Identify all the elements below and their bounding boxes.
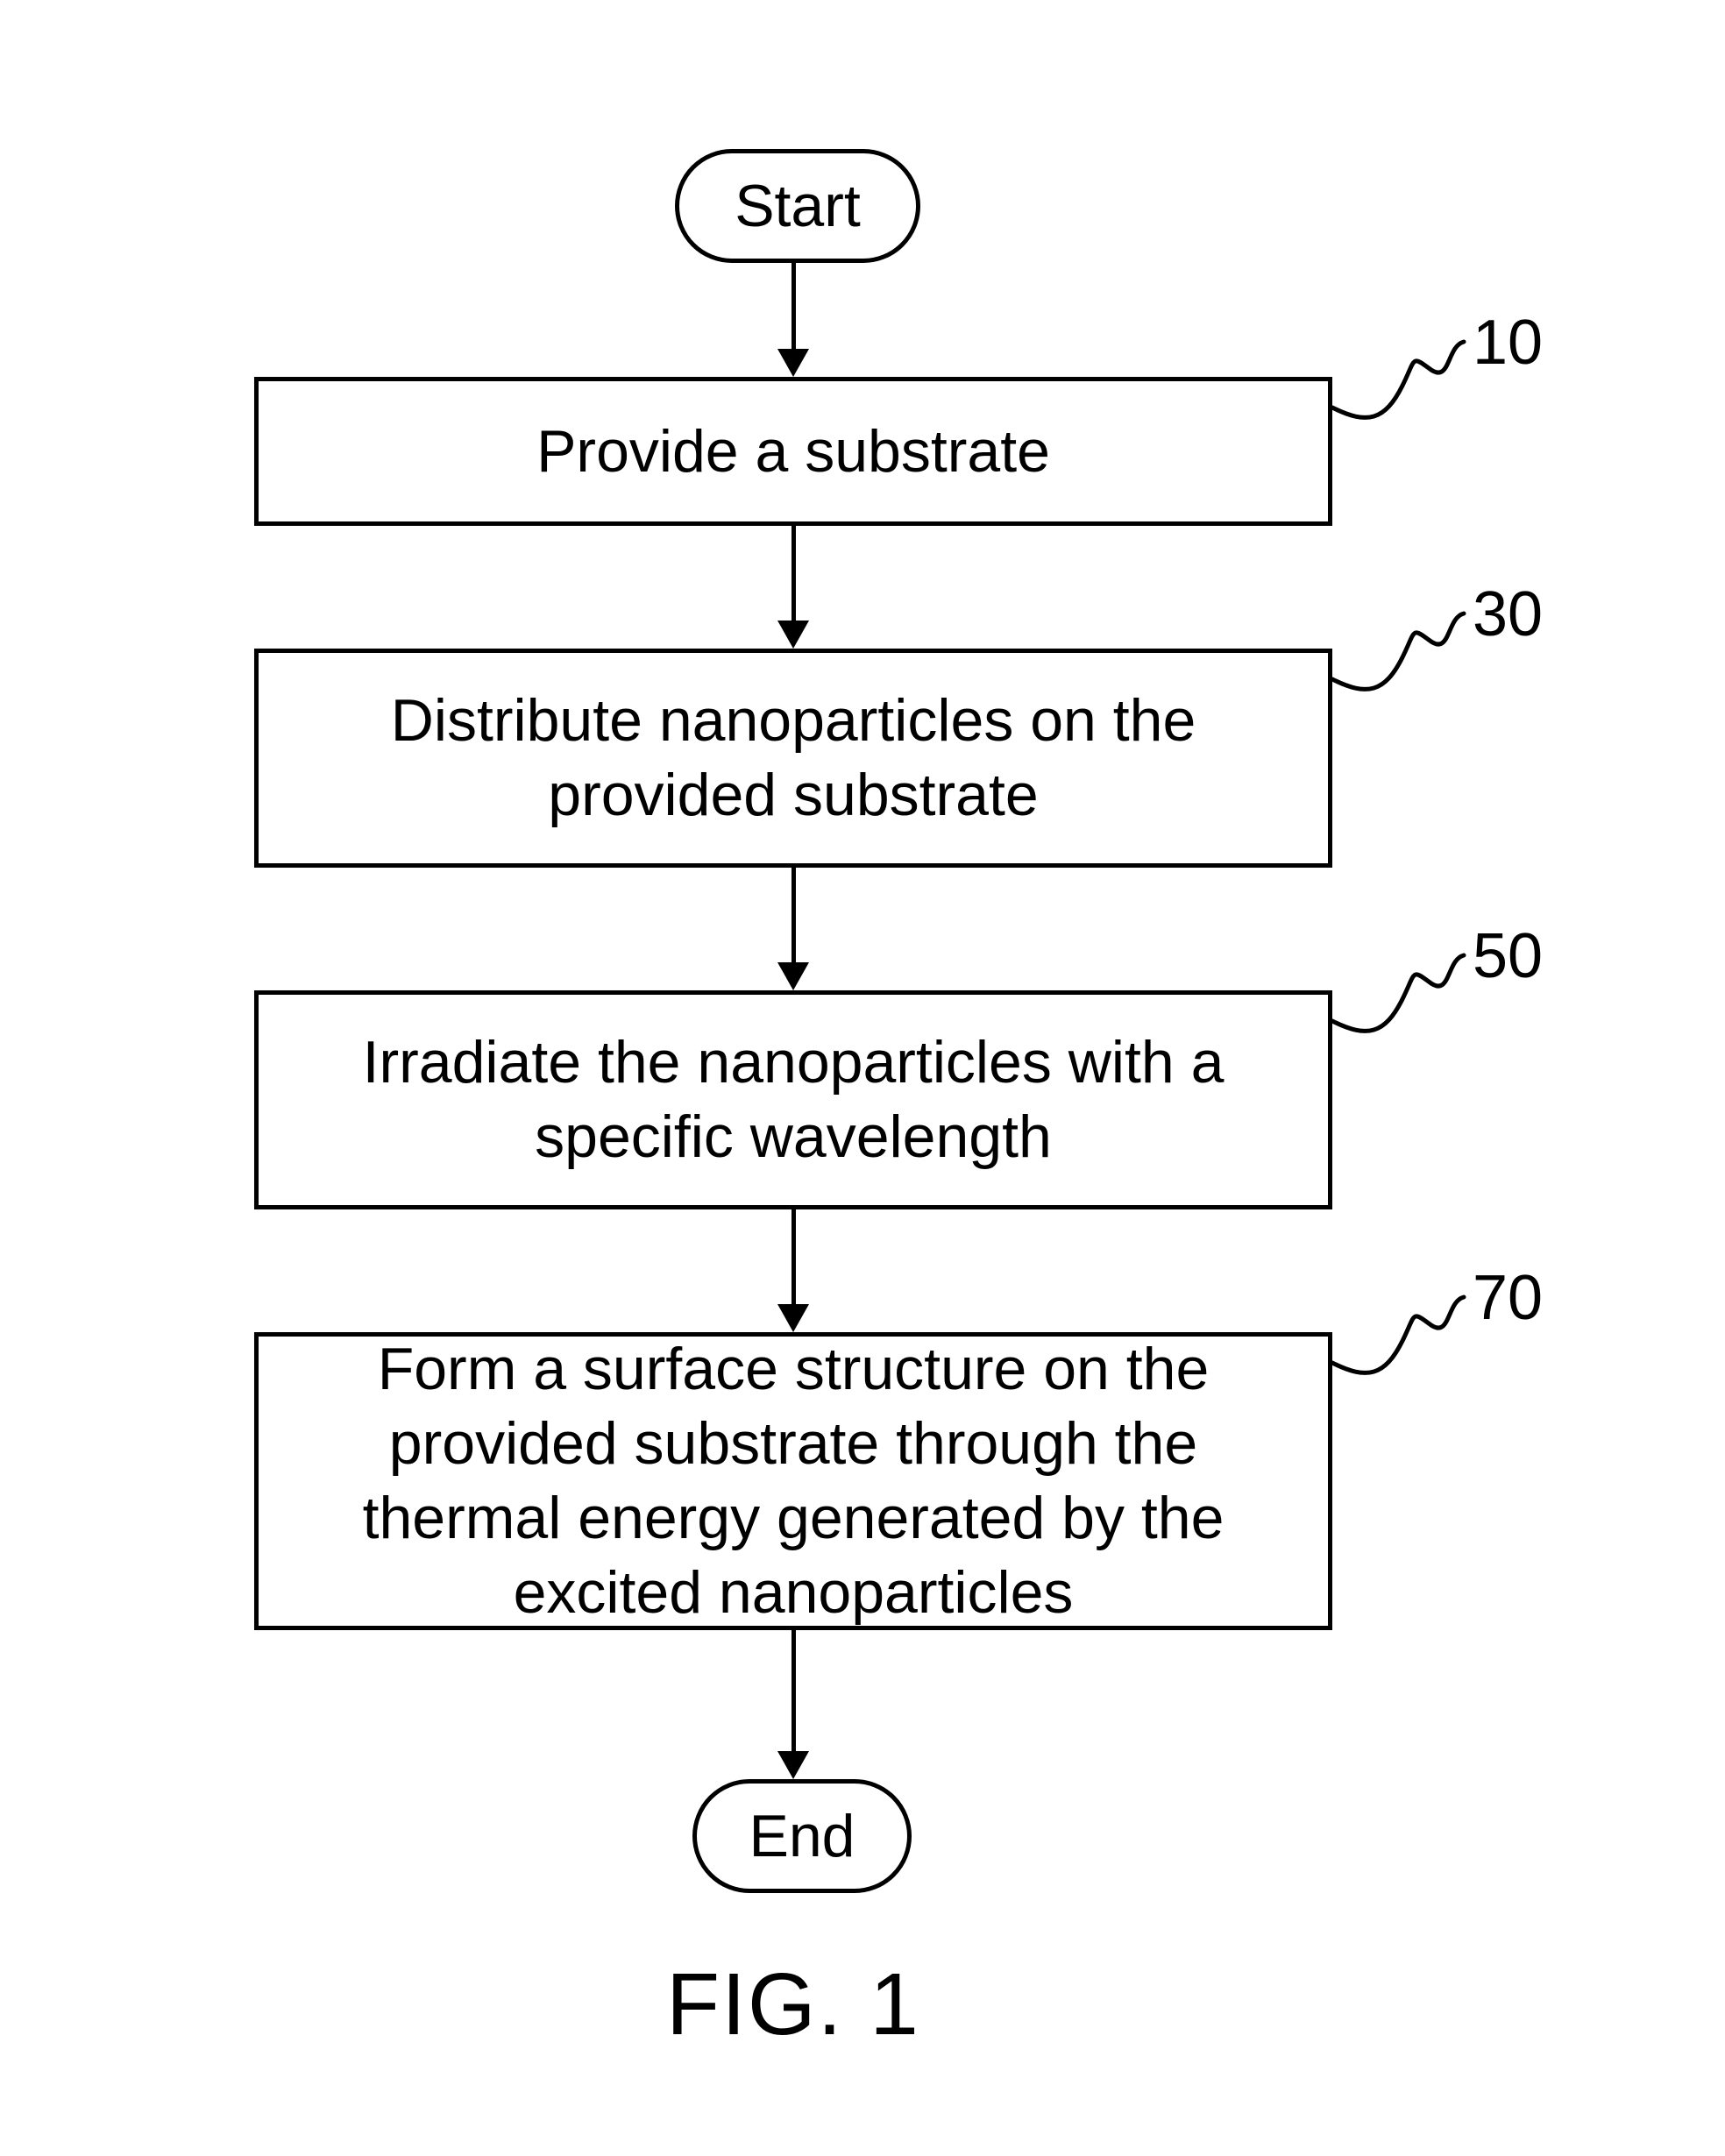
arrow-5-head xyxy=(777,1751,809,1779)
process-step-50-text: Irradiate the nanoparticles with a speci… xyxy=(294,1025,1293,1174)
arrow-3 xyxy=(792,868,796,964)
figure-caption: FIG. 1 xyxy=(666,1954,920,2055)
arrow-2 xyxy=(792,526,796,622)
process-step-70-text: Form a surface structure on the provided… xyxy=(294,1332,1293,1630)
arrow-4 xyxy=(792,1209,796,1306)
arrow-4-head xyxy=(777,1304,809,1332)
arrow-5 xyxy=(792,1630,796,1753)
arrow-3-head xyxy=(777,962,809,990)
leader-70 xyxy=(1324,1288,1473,1385)
process-step-30-text: Distribute nanoparticles on the provided… xyxy=(294,684,1293,833)
ref-label-70: 70 xyxy=(1473,1262,1543,1334)
arrow-1-head xyxy=(777,349,809,377)
ref-label-30: 30 xyxy=(1473,578,1543,650)
arrow-2-head xyxy=(777,621,809,649)
leader-10 xyxy=(1324,333,1473,429)
ref-label-50: 50 xyxy=(1473,920,1543,992)
leader-30 xyxy=(1324,605,1473,701)
process-step-70: Form a surface structure on the provided… xyxy=(254,1332,1332,1630)
arrow-1 xyxy=(792,263,796,351)
process-step-10: Provide a substrate xyxy=(254,377,1332,526)
process-step-30: Distribute nanoparticles on the provided… xyxy=(254,649,1332,868)
terminator-start-label: Start xyxy=(735,169,861,244)
ref-label-10: 10 xyxy=(1473,307,1543,379)
terminator-start: Start xyxy=(675,149,920,263)
process-step-50: Irradiate the nanoparticles with a speci… xyxy=(254,990,1332,1209)
terminator-end-label: End xyxy=(749,1799,855,1874)
terminator-end: End xyxy=(692,1779,912,1893)
leader-50 xyxy=(1324,947,1473,1043)
flowchart-canvas: Start Provide a substrate 10 Distribute … xyxy=(0,0,1725,2156)
process-step-10-text: Provide a substrate xyxy=(536,415,1050,489)
